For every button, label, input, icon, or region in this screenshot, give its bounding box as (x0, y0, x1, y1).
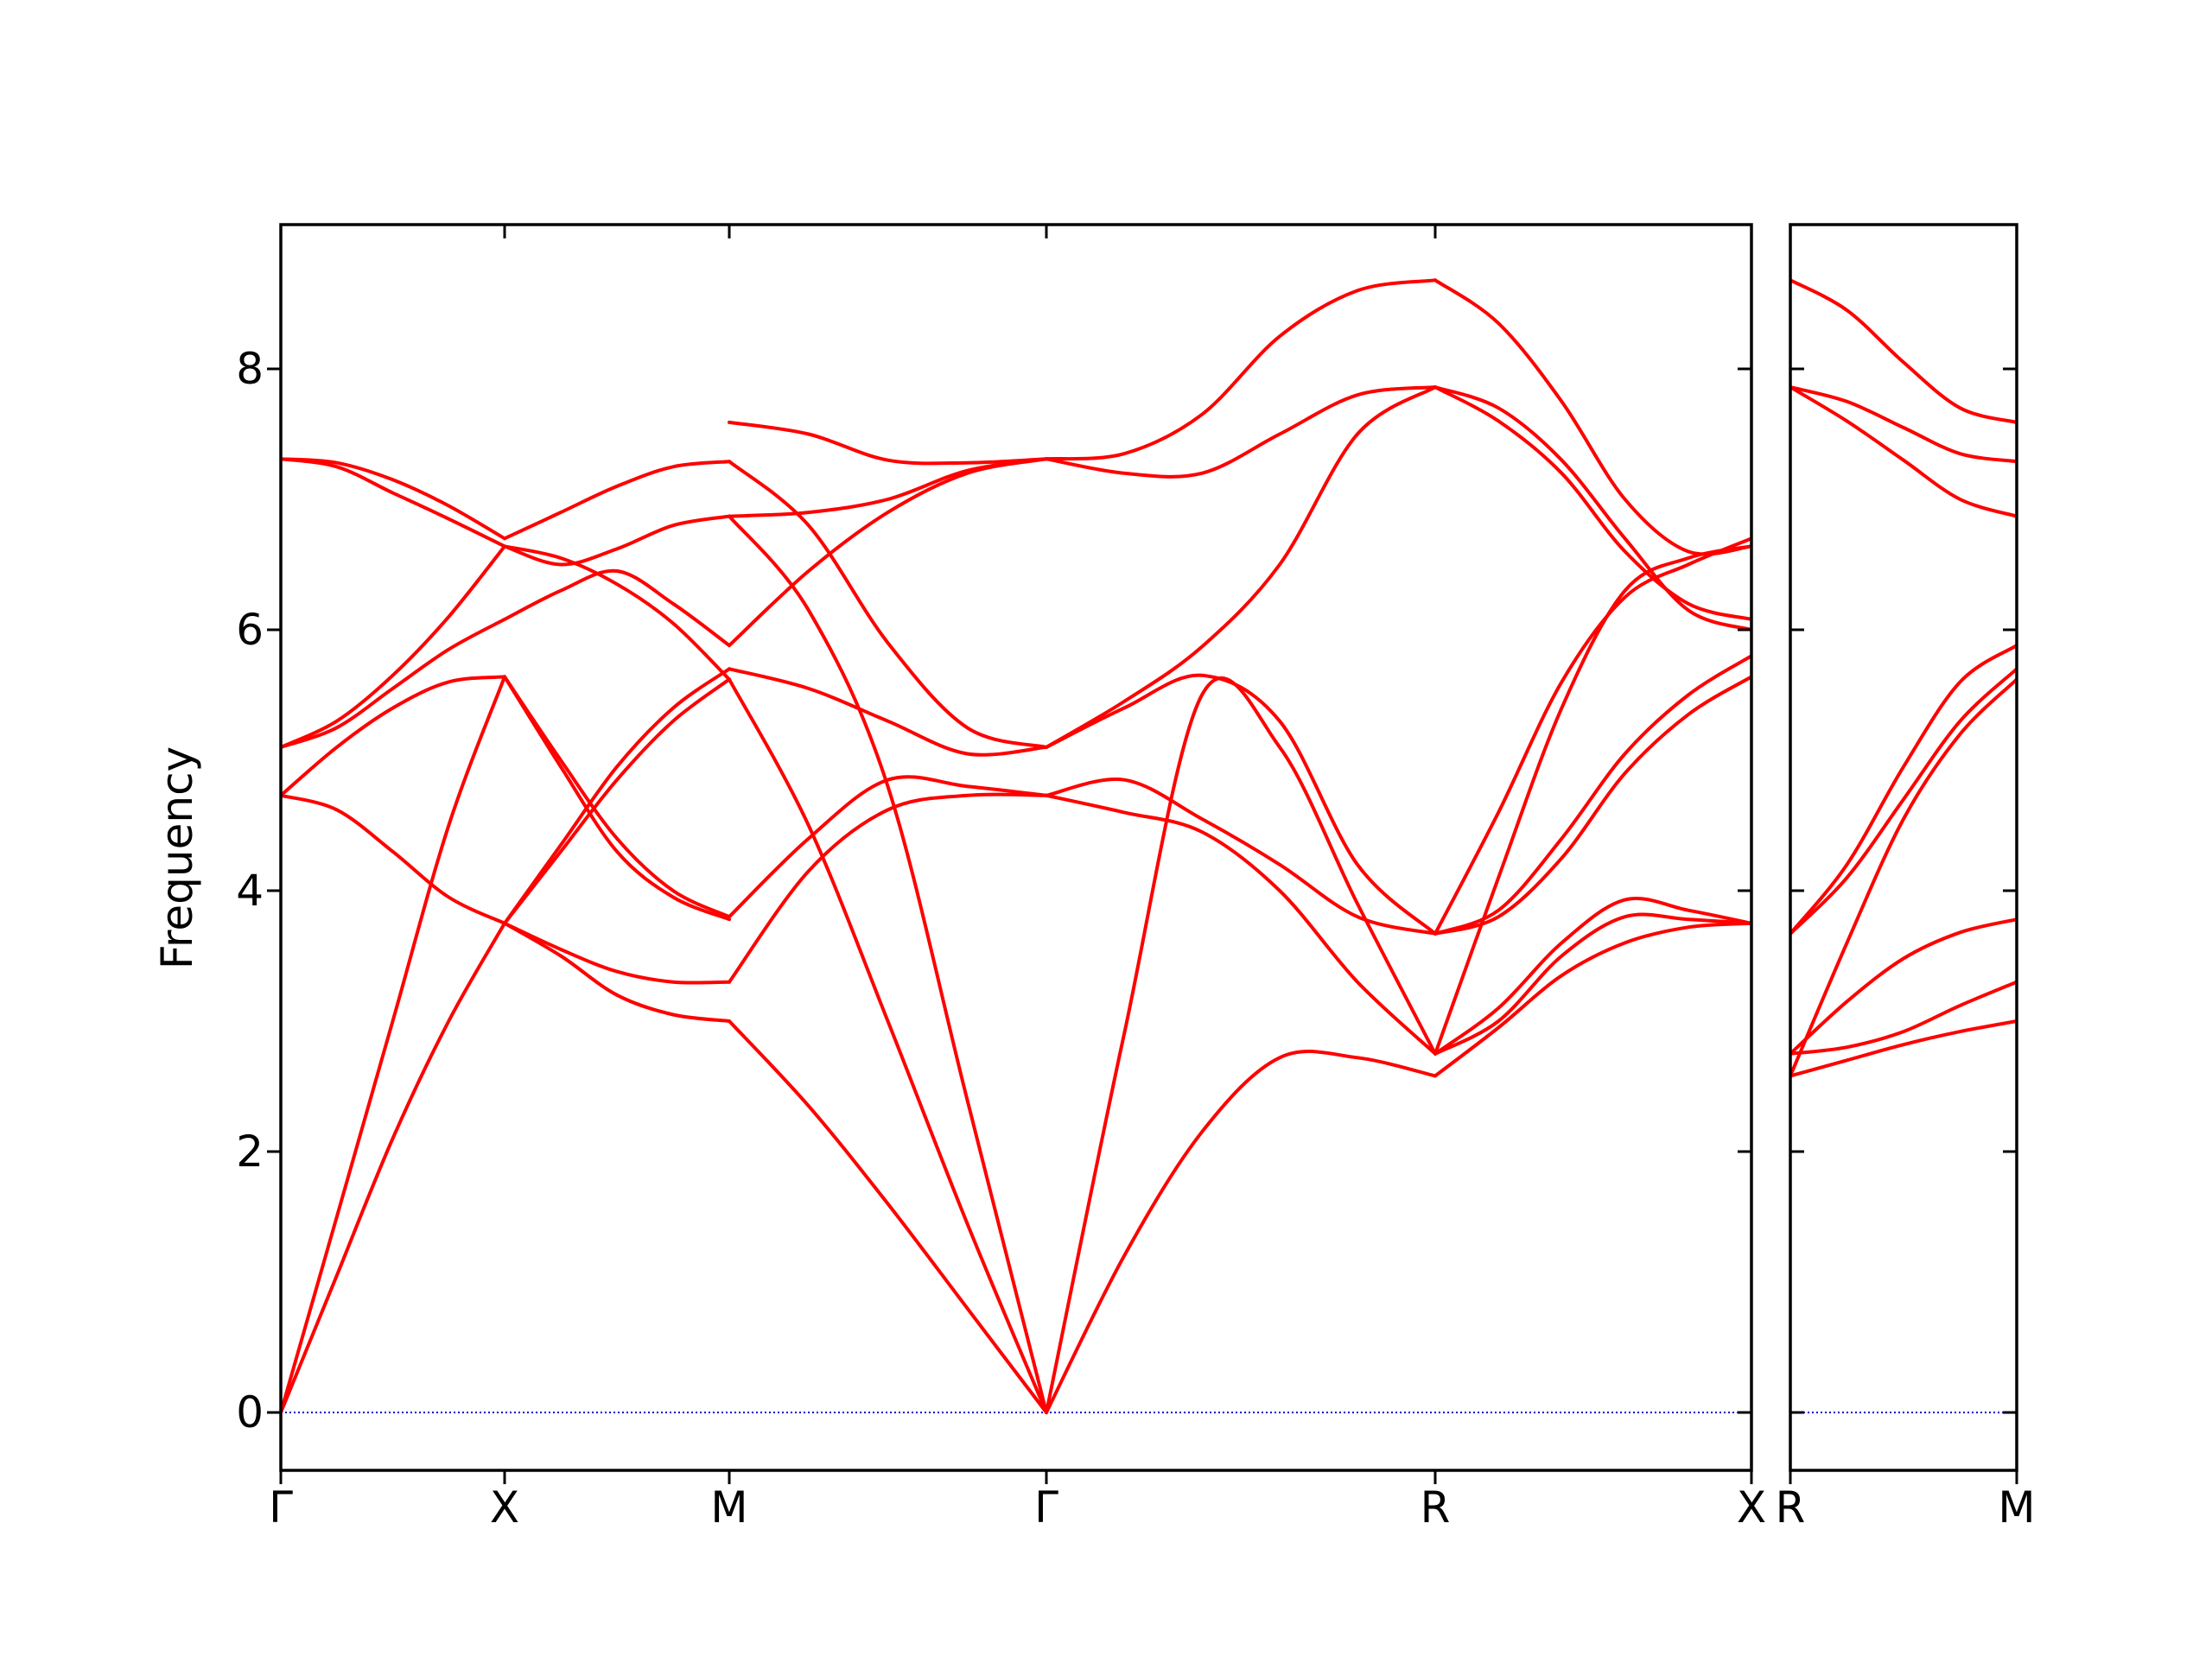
band-line (1433, 544, 1751, 1056)
band-line (1433, 385, 1751, 632)
band-line (728, 775, 1048, 919)
band-line (503, 921, 731, 985)
x-tick-label-m: M (710, 1482, 747, 1533)
band-line (1045, 1050, 1437, 1414)
band-line (503, 568, 731, 648)
band-line (281, 675, 506, 1414)
x-tick-label-r-right: R (1776, 1482, 1806, 1533)
band-line (1433, 897, 1751, 1056)
band-line (1790, 667, 2017, 936)
band-line (503, 544, 731, 682)
band-line (728, 677, 1048, 1414)
right-panel-frame (1789, 223, 2018, 1472)
right-panel (1789, 223, 2018, 1484)
x-tick-label-m-right: M (1998, 1482, 2035, 1533)
band-line (728, 1019, 1048, 1414)
band-line (1045, 278, 1437, 461)
band-line (503, 675, 731, 919)
y-tick-label-2: 2 (236, 1127, 264, 1177)
x-tick-label-r: R (1421, 1482, 1451, 1533)
band-line (1790, 980, 2017, 1056)
band-line (1790, 385, 2017, 518)
band-line (1045, 778, 1437, 936)
band-line (1433, 278, 1751, 556)
band-line (1045, 385, 1437, 749)
y-tick-label-6: 6 (236, 605, 264, 655)
band-line (1045, 673, 1437, 936)
band-line (503, 677, 731, 925)
left-panel-bands (281, 278, 1751, 1414)
band-line (503, 921, 731, 1023)
left-panel-frame (279, 223, 1753, 1472)
y-axis-label: Frequency (152, 746, 202, 969)
band-line (281, 544, 506, 749)
band-line (728, 460, 1048, 749)
band-line (728, 667, 1048, 757)
band-line (503, 460, 731, 541)
band-line (1045, 676, 1437, 1414)
band-line (281, 793, 506, 925)
x-tick-label-gamma-start: Γ (269, 1482, 293, 1533)
band-line (281, 457, 506, 541)
band-line (1790, 677, 2017, 1078)
band-line (1790, 278, 2017, 424)
x-tick-label-x-end: X (1737, 1482, 1766, 1533)
band-line (503, 675, 731, 922)
band-line (503, 514, 731, 567)
band-line (1790, 1019, 2017, 1078)
band-line (728, 792, 1048, 984)
band-line (281, 457, 506, 549)
band-line (1433, 675, 1751, 936)
band-line (1045, 385, 1437, 479)
band-line (1790, 385, 2017, 464)
band-line (1433, 912, 1751, 1056)
band-line (1790, 644, 2017, 936)
band-line (1433, 654, 1751, 936)
right-panel-bands (1790, 278, 2017, 1078)
band-line (1045, 793, 1437, 1056)
band-line (728, 457, 1048, 518)
band-line (281, 921, 506, 1414)
y-tick-label-8: 8 (236, 344, 264, 394)
band-line (1433, 536, 1751, 936)
x-tick-label-gamma-mid: Γ (1034, 1482, 1058, 1533)
band-line (1433, 385, 1751, 621)
left-x-tick-labels: Γ X M Γ R X (269, 1482, 1766, 1533)
band-line (728, 514, 1048, 1414)
band-line (281, 675, 506, 797)
left-panel (267, 223, 1753, 1484)
y-tick-label-0: 0 (236, 1387, 264, 1438)
band-line (281, 617, 506, 749)
band-line (503, 667, 731, 925)
band-line (728, 420, 1048, 466)
y-tick-labels: 0 2 4 6 8 (236, 344, 264, 1438)
y-tick-label-4: 4 (236, 866, 264, 916)
band-line (1433, 921, 1751, 1078)
plot-layer (267, 223, 2018, 1484)
right-x-tick-labels: R M (1776, 1482, 2036, 1533)
x-tick-label-x-1: X (490, 1482, 519, 1533)
band-line (1790, 917, 2017, 1056)
